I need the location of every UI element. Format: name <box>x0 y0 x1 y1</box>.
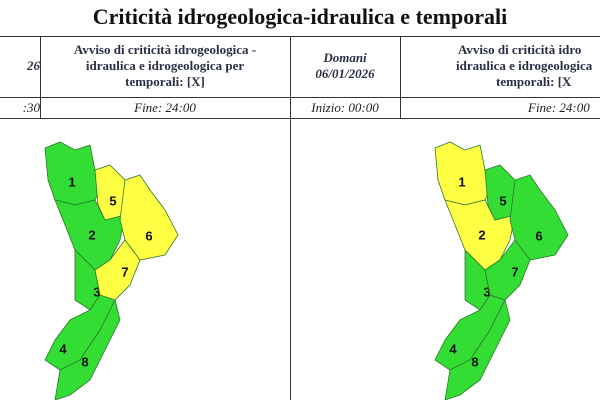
zone-label: 5 <box>109 193 116 208</box>
zone-label: 3 <box>93 284 100 299</box>
text-line: temporali: [X <box>496 74 572 89</box>
zone <box>94 239 141 301</box>
rule <box>40 36 41 119</box>
zone-label: 2 <box>478 227 485 242</box>
zone <box>444 199 516 271</box>
zone-label: 4 <box>449 341 457 356</box>
time-cell: :30 <box>22 100 40 115</box>
time-cell: Fine: 24:00 <box>528 100 590 115</box>
rule <box>0 118 600 119</box>
text-line: 06/01/2026 <box>315 66 375 81</box>
zone-label: 4 <box>59 341 67 356</box>
text-line: idraulica e idrogeologica per <box>85 58 245 73</box>
date-cell: 26 <box>27 58 40 73</box>
rule <box>0 97 600 98</box>
zone-label: 8 <box>471 354 478 369</box>
zone-label: 5 <box>499 193 506 208</box>
zone <box>54 298 121 400</box>
text-line: idraulica e idrogeologica <box>456 58 593 73</box>
zone-label: 1 <box>68 174 75 189</box>
text-line: Avviso di criticità idro <box>458 42 582 57</box>
zone-label: 7 <box>121 264 128 279</box>
text-line: Domani <box>323 50 367 65</box>
time-cell: Fine: 24:00 <box>134 100 196 115</box>
title: Criticità idrogeologica-idraulica e temp… <box>92 4 508 29</box>
zone-label: 1 <box>458 174 465 189</box>
zone <box>119 174 179 261</box>
zone <box>509 174 569 261</box>
zone-label: 3 <box>483 284 490 299</box>
zone-label: 6 <box>535 228 542 243</box>
notice-cell: Avviso di criticità idrogeologica - idra… <box>40 42 290 90</box>
rule <box>400 36 401 119</box>
date-cell: Domani 06/01/2026 <box>290 50 400 82</box>
zone-label: 8 <box>81 354 88 369</box>
rule <box>290 36 291 400</box>
zone-label: 2 <box>88 227 95 242</box>
zone <box>444 298 511 400</box>
text-line: Avviso di criticità idrogeologica - <box>73 42 257 57</box>
text-line: temporali: [X] <box>125 74 205 89</box>
zone <box>54 199 126 271</box>
rule <box>0 36 600 37</box>
time-cell: Inizio: 00:00 <box>311 100 379 115</box>
notice-cell: Avviso di criticità idro idraulica e idr… <box>400 42 600 90</box>
zone <box>484 239 531 301</box>
zone-label: 6 <box>145 228 152 243</box>
zone-label: 7 <box>511 264 518 279</box>
